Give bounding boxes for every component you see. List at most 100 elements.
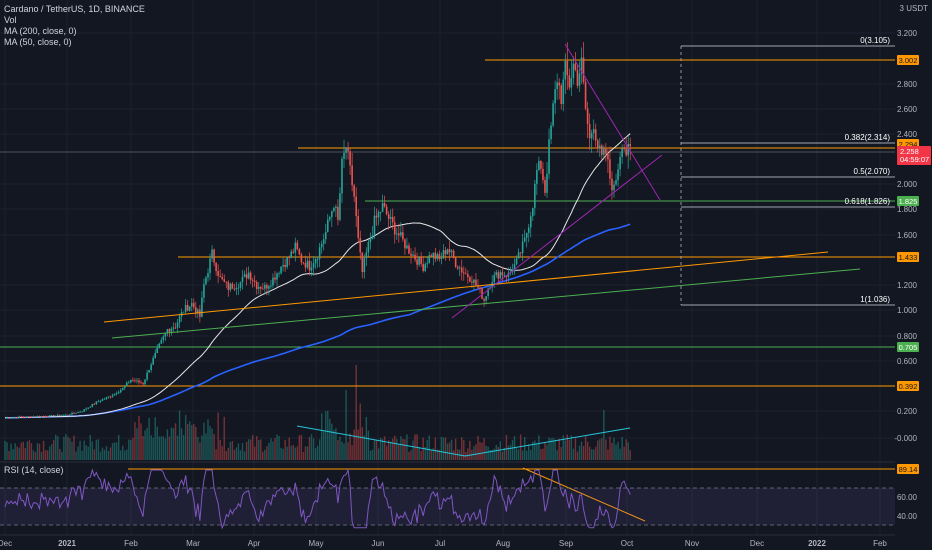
candle-body xyxy=(134,380,136,382)
candle-body xyxy=(225,281,228,283)
volume-bar xyxy=(495,444,497,460)
candle-body xyxy=(576,69,579,86)
volume-bar xyxy=(59,448,61,460)
volume-bar xyxy=(327,410,329,460)
candle-body xyxy=(511,271,514,273)
candle-body xyxy=(501,272,504,276)
candle-body xyxy=(75,412,77,414)
candle-body xyxy=(408,245,410,254)
volume-bar xyxy=(619,448,621,460)
candle-body xyxy=(578,73,581,86)
volume-bar xyxy=(428,435,430,460)
volume-bar xyxy=(87,446,89,460)
candle-body xyxy=(156,347,159,354)
volume-bar xyxy=(509,444,512,460)
price-tick-label: 0.200 xyxy=(897,407,918,416)
volume-bar xyxy=(288,437,290,460)
volume-bar xyxy=(412,440,414,460)
time-tick-label: Feb xyxy=(124,539,138,548)
symbol-title[interactable]: Cardano / TetherUS, 1D, BINANCE xyxy=(4,4,145,14)
volume-bar xyxy=(211,428,213,460)
candle-body xyxy=(586,108,589,125)
volume-bar xyxy=(335,428,337,460)
rsi-band xyxy=(0,488,895,525)
candle-body xyxy=(572,63,575,79)
candle-body xyxy=(536,170,538,184)
volume-bar xyxy=(107,450,110,460)
volume-bar xyxy=(349,433,351,460)
volume-bar xyxy=(57,436,59,460)
volume-bar xyxy=(278,435,280,460)
candle-body xyxy=(416,259,418,265)
current-price-label: 2.258 xyxy=(900,147,919,156)
candle-body xyxy=(365,252,368,259)
candle-body xyxy=(170,328,173,332)
candle-body xyxy=(278,273,280,275)
candle-body xyxy=(54,415,57,417)
volume-bar xyxy=(61,451,63,460)
volume-bar xyxy=(408,451,410,460)
volume-bar xyxy=(308,437,311,460)
time-axis: Dec 2021 Feb Mar Apr May Jun Jul Aug Sep Oct Nov Dec… xyxy=(0,534,895,548)
volume-bar xyxy=(436,449,439,460)
volume-bar xyxy=(260,439,262,460)
volume-bar xyxy=(483,438,485,460)
volume-bar xyxy=(530,449,532,460)
time-tick-label: Oct xyxy=(621,539,634,548)
grid xyxy=(0,0,895,535)
level-tag-label: 2.294 xyxy=(899,140,918,149)
volume-bar xyxy=(12,449,14,460)
volume-trend-down xyxy=(296,425,466,457)
candle-body xyxy=(542,168,544,181)
candle-body xyxy=(568,75,571,88)
candle-body xyxy=(140,382,142,384)
volume-bar xyxy=(444,437,447,460)
candle-body xyxy=(203,284,205,298)
volume-bar xyxy=(48,446,51,460)
candle-body xyxy=(136,380,138,382)
candle-body xyxy=(249,272,252,280)
volume-bar xyxy=(247,439,250,460)
volume-bar xyxy=(95,439,98,460)
volume-bar xyxy=(420,450,422,460)
volume-bar xyxy=(115,442,118,460)
candle-body xyxy=(479,287,481,289)
level-tag-label: 0.705 xyxy=(899,343,918,352)
ma200-label[interactable]: MA (200, close, 0) xyxy=(4,26,77,36)
candle-body xyxy=(598,145,601,149)
candle-body xyxy=(270,285,272,287)
time-tick-label: Mar xyxy=(186,539,200,548)
volume-bar xyxy=(227,447,229,460)
candle-body xyxy=(412,254,414,256)
candle-body xyxy=(351,165,353,186)
rsi-legend[interactable]: RSI (14, close) xyxy=(4,465,64,475)
price-tick-label: 3.200 xyxy=(897,29,918,38)
volume-bar xyxy=(298,435,301,460)
volume-bar xyxy=(99,451,102,460)
volume-bar xyxy=(402,438,404,460)
candle-body xyxy=(353,185,355,197)
volume-bar xyxy=(312,438,315,460)
volume-bar xyxy=(4,440,6,460)
candle-body xyxy=(521,241,524,254)
volume-bar xyxy=(440,436,443,460)
volume-bar xyxy=(81,450,83,460)
candle-body xyxy=(424,264,427,271)
candle-body xyxy=(458,267,461,269)
candle-body xyxy=(213,249,215,263)
volume-label[interactable]: Vol xyxy=(4,15,17,25)
volume-bar xyxy=(432,448,435,460)
candle-body xyxy=(335,206,337,209)
volume-bar xyxy=(499,441,502,460)
volume-bar xyxy=(142,436,144,460)
ma50-label[interactable]: MA (50, close, 0) xyxy=(4,37,72,47)
rsi-tick-label: 60.00 xyxy=(897,493,918,502)
volume-bar xyxy=(341,441,343,460)
candle-body xyxy=(160,339,163,344)
volume-bar xyxy=(513,436,516,460)
candle-body xyxy=(26,416,29,418)
volume-bar xyxy=(233,449,236,460)
candle-body xyxy=(381,203,384,212)
candle-body xyxy=(475,279,477,286)
